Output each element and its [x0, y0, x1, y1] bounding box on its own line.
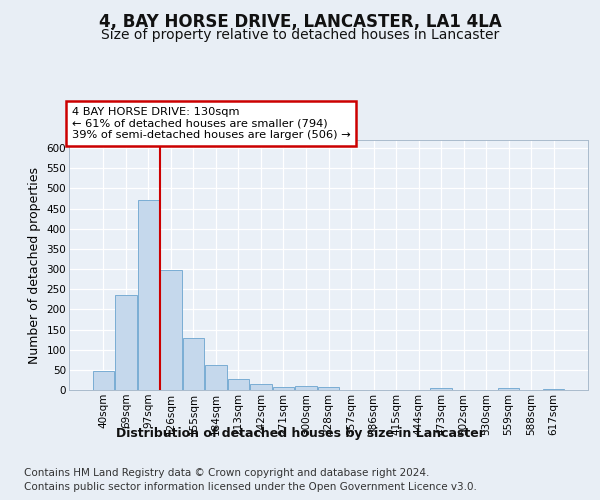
Bar	[430, 388, 452, 390]
Bar	[137, 200, 159, 390]
Bar	[250, 384, 272, 390]
Bar	[543, 389, 565, 390]
Bar	[92, 370, 114, 390]
Text: Contains public sector information licensed under the Open Government Licence v3: Contains public sector information licen…	[24, 482, 477, 492]
Bar	[273, 387, 294, 390]
Bar	[160, 270, 182, 390]
Bar	[228, 379, 249, 390]
Y-axis label: Number of detached properties: Number of detached properties	[28, 166, 41, 364]
Text: 4, BAY HORSE DRIVE, LANCASTER, LA1 4LA: 4, BAY HORSE DRIVE, LANCASTER, LA1 4LA	[98, 12, 502, 30]
Bar	[295, 386, 317, 390]
Text: Distribution of detached houses by size in Lancaster: Distribution of detached houses by size …	[116, 428, 484, 440]
Bar	[115, 295, 137, 390]
Bar	[182, 338, 204, 390]
Text: Contains HM Land Registry data © Crown copyright and database right 2024.: Contains HM Land Registry data © Crown c…	[24, 468, 430, 477]
Text: 4 BAY HORSE DRIVE: 130sqm
← 61% of detached houses are smaller (794)
39% of semi: 4 BAY HORSE DRIVE: 130sqm ← 61% of detac…	[71, 107, 350, 140]
Bar	[318, 387, 339, 390]
Text: Size of property relative to detached houses in Lancaster: Size of property relative to detached ho…	[101, 28, 499, 42]
Bar	[498, 388, 520, 390]
Bar	[205, 365, 227, 390]
